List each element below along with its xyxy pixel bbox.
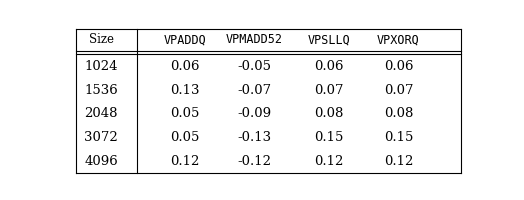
Text: 0.05: 0.05 (171, 107, 200, 120)
Text: VPXORQ: VPXORQ (377, 33, 420, 46)
Text: 0.07: 0.07 (314, 84, 343, 97)
Text: 0.08: 0.08 (314, 107, 343, 120)
Text: 0.13: 0.13 (170, 84, 200, 97)
Text: VPADDQ: VPADDQ (164, 33, 206, 46)
Text: -0.05: -0.05 (237, 60, 271, 73)
Text: 0.15: 0.15 (314, 131, 343, 144)
Text: 0.05: 0.05 (171, 131, 200, 144)
Text: Size: Size (89, 33, 114, 46)
Text: 1536: 1536 (84, 84, 118, 97)
Text: 0.08: 0.08 (384, 107, 413, 120)
Text: 0.07: 0.07 (384, 84, 413, 97)
Text: 4096: 4096 (84, 155, 118, 168)
Text: 0.12: 0.12 (171, 155, 200, 168)
Text: 3072: 3072 (84, 131, 118, 144)
Text: -0.09: -0.09 (237, 107, 271, 120)
Text: VPMADD52: VPMADD52 (226, 33, 283, 46)
Text: -0.12: -0.12 (237, 155, 271, 168)
Text: 2048: 2048 (84, 107, 118, 120)
Text: 0.12: 0.12 (314, 155, 343, 168)
Text: VPSLLQ: VPSLLQ (307, 33, 350, 46)
Text: 0.06: 0.06 (384, 60, 413, 73)
Text: 0.06: 0.06 (170, 60, 200, 73)
Text: -0.07: -0.07 (237, 84, 271, 97)
Text: 0.15: 0.15 (384, 131, 413, 144)
Text: -0.13: -0.13 (237, 131, 271, 144)
Text: 1024: 1024 (84, 60, 118, 73)
Text: 0.12: 0.12 (384, 155, 413, 168)
Text: 0.06: 0.06 (314, 60, 343, 73)
